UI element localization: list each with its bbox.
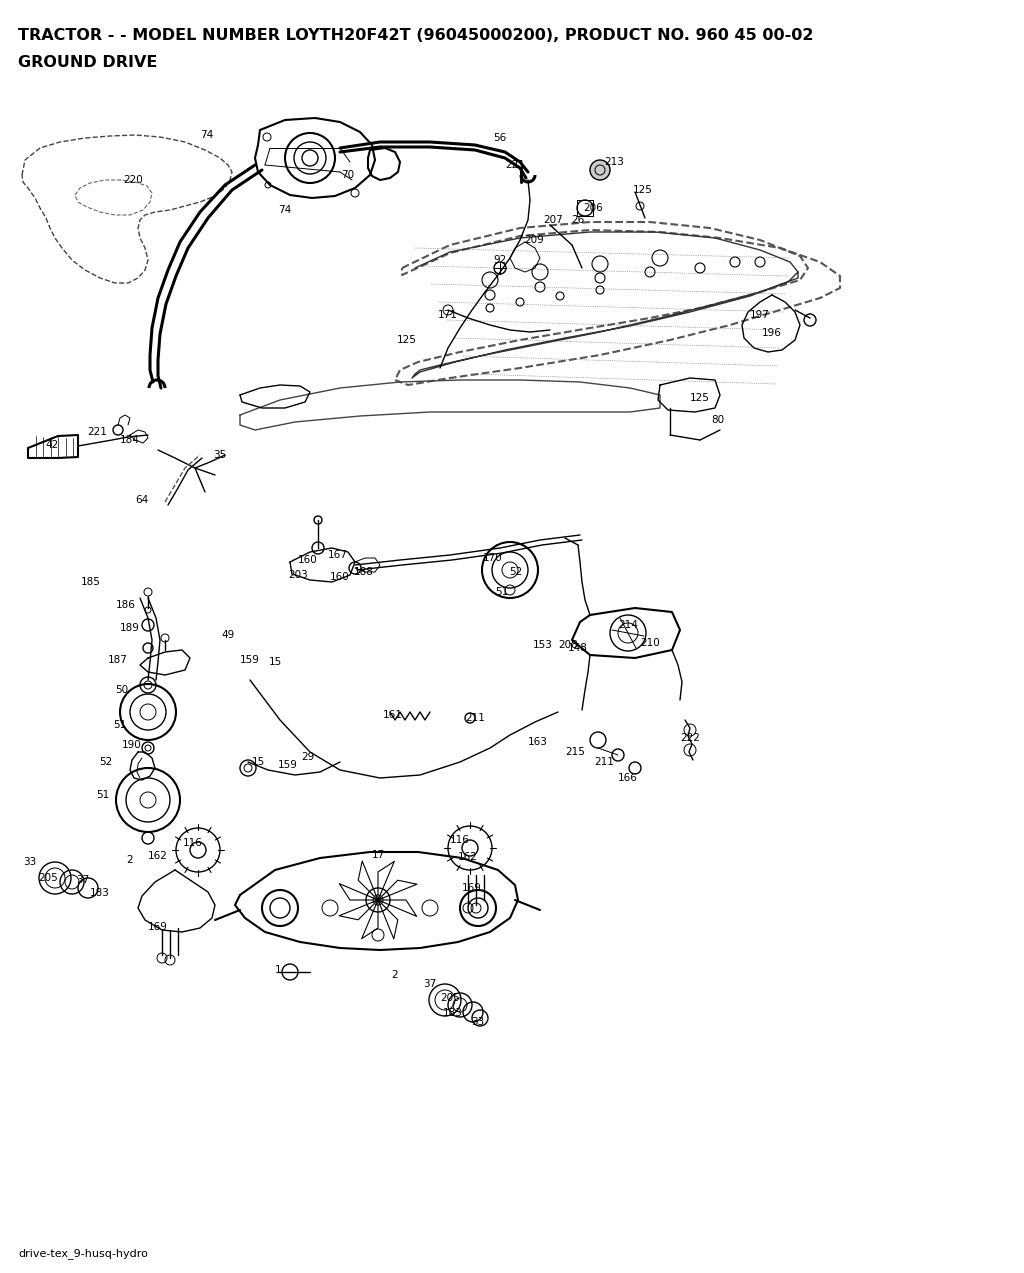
Text: 205: 205 xyxy=(38,873,58,883)
Text: 29: 29 xyxy=(301,752,314,763)
Text: 206: 206 xyxy=(583,202,603,213)
Text: 49: 49 xyxy=(221,630,234,640)
Text: 160: 160 xyxy=(298,555,317,565)
Text: 214: 214 xyxy=(618,620,638,630)
Text: 221: 221 xyxy=(87,426,106,437)
Text: 161: 161 xyxy=(383,710,402,721)
Text: 184: 184 xyxy=(120,435,140,446)
Text: 166: 166 xyxy=(618,773,638,783)
Text: 1: 1 xyxy=(274,965,282,975)
Text: 163: 163 xyxy=(528,737,548,747)
Text: 51: 51 xyxy=(114,721,127,729)
Text: TRACTOR - - MODEL NUMBER LOYTH20F42T (96045000200), PRODUCT NO. 960 45 00-02: TRACTOR - - MODEL NUMBER LOYTH20F42T (96… xyxy=(18,28,813,43)
Text: 209: 209 xyxy=(524,236,544,244)
Text: 74: 74 xyxy=(279,205,292,215)
Text: 15: 15 xyxy=(251,757,264,768)
Text: 125: 125 xyxy=(397,335,417,345)
Text: 26: 26 xyxy=(571,215,585,225)
Text: 15: 15 xyxy=(268,657,282,667)
Text: 116: 116 xyxy=(451,835,470,845)
Text: 160: 160 xyxy=(330,572,350,582)
Text: 211: 211 xyxy=(465,713,485,723)
Text: 187: 187 xyxy=(109,656,128,665)
Text: 162: 162 xyxy=(148,850,168,861)
Text: 185: 185 xyxy=(81,577,101,587)
Text: 171: 171 xyxy=(438,311,458,320)
Text: 188: 188 xyxy=(354,566,374,577)
Text: 170: 170 xyxy=(483,552,503,563)
Text: 52: 52 xyxy=(509,566,522,577)
Text: 64: 64 xyxy=(135,495,148,505)
Text: 197: 197 xyxy=(750,311,770,320)
Text: 159: 159 xyxy=(279,760,298,770)
Text: 148: 148 xyxy=(568,643,588,653)
Text: 2: 2 xyxy=(127,855,133,864)
Text: 203: 203 xyxy=(288,570,308,580)
Text: 167: 167 xyxy=(328,550,348,560)
Text: 211: 211 xyxy=(594,757,614,768)
Text: 190: 190 xyxy=(122,740,142,750)
Text: 162: 162 xyxy=(458,852,478,862)
Text: 74: 74 xyxy=(201,130,214,140)
Text: 196: 196 xyxy=(762,328,782,339)
Text: 183: 183 xyxy=(90,889,110,897)
Circle shape xyxy=(590,160,610,179)
Text: 17: 17 xyxy=(372,850,385,861)
Text: 2: 2 xyxy=(392,970,398,980)
Text: 51: 51 xyxy=(496,587,509,597)
Text: 51: 51 xyxy=(96,791,110,799)
Text: 169: 169 xyxy=(462,883,482,892)
Text: 50: 50 xyxy=(116,685,129,695)
Text: 33: 33 xyxy=(24,857,37,867)
Text: 37: 37 xyxy=(77,875,90,885)
Text: 42: 42 xyxy=(45,440,58,449)
Text: 125: 125 xyxy=(690,393,710,404)
Text: drive-tex_9-husq-hydro: drive-tex_9-husq-hydro xyxy=(18,1248,147,1259)
Text: 189: 189 xyxy=(120,622,140,633)
Text: 205: 205 xyxy=(440,993,460,1003)
Text: 220: 220 xyxy=(123,174,143,185)
Text: 52: 52 xyxy=(99,757,113,768)
Text: 215: 215 xyxy=(565,747,585,757)
Text: GROUND DRIVE: GROUND DRIVE xyxy=(18,55,158,70)
Text: 70: 70 xyxy=(341,171,354,179)
Text: 169: 169 xyxy=(148,922,168,932)
Text: 116: 116 xyxy=(183,838,203,848)
Text: 186: 186 xyxy=(116,600,136,610)
Text: 208: 208 xyxy=(558,640,578,651)
Text: 153: 153 xyxy=(534,640,553,651)
Text: 221: 221 xyxy=(505,160,525,171)
Text: 125: 125 xyxy=(633,185,653,195)
Text: 213: 213 xyxy=(604,157,624,167)
Text: 183: 183 xyxy=(443,1008,463,1018)
Text: 222: 222 xyxy=(680,733,700,743)
Text: 35: 35 xyxy=(213,449,226,460)
Text: 80: 80 xyxy=(712,415,725,425)
Text: 210: 210 xyxy=(640,638,659,648)
Text: 56: 56 xyxy=(494,132,507,143)
Text: 159: 159 xyxy=(240,656,260,665)
Text: 33: 33 xyxy=(471,1017,484,1027)
Text: 207: 207 xyxy=(543,215,563,225)
Text: 92: 92 xyxy=(494,255,507,265)
Text: 37: 37 xyxy=(423,979,436,989)
